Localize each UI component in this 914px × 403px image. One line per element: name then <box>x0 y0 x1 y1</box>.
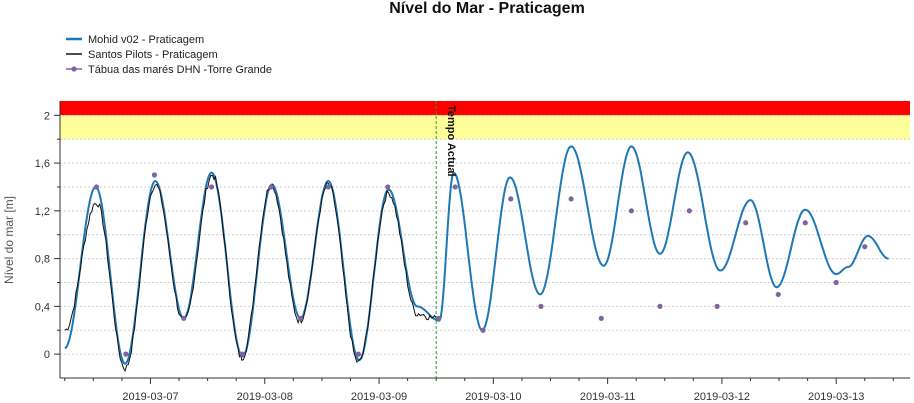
series-point-dhn <box>297 315 304 321</box>
chart-title: Nível do Mar - Praticagem <box>389 0 585 17</box>
x-tick-label: 2019-03-10 <box>465 391 521 403</box>
x-tick-label: 2019-03-11 <box>580 391 635 403</box>
y-ticks: 0 0,4 0,8 1,2 1,6 2 <box>35 110 60 361</box>
y-tick-label: 0,8 <box>35 254 50 266</box>
y-axis-label: Nível do mar [m] <box>2 196 16 284</box>
series-point-dhn <box>598 315 604 321</box>
alert-band-0 <box>60 101 910 116</box>
series-point-dhn <box>325 184 331 190</box>
legend: Mohid v02 - Praticagem Santos Pilots - Pr… <box>66 34 272 76</box>
alert-band-1 <box>60 115 910 140</box>
y-tick-label: 1,6 <box>35 158 50 170</box>
y-tick-label: 0 <box>44 349 50 361</box>
series-point-dhn <box>775 291 781 298</box>
series-point-dhn <box>714 303 720 309</box>
legend-marker <box>71 66 77 72</box>
series-point-dhn <box>657 303 663 309</box>
series-point-dhn <box>123 351 129 357</box>
series-point-dhn <box>435 315 442 321</box>
x-tick-label: 2019-03-07 <box>122 391 178 403</box>
x-tick-label: 2019-03-09 <box>351 391 407 403</box>
y-tick-label: 0,4 <box>35 301 50 313</box>
series-point-dhn <box>480 327 486 333</box>
series-point-dhn <box>628 208 635 214</box>
series-point-dhn <box>686 208 692 214</box>
series-point-dhn <box>268 184 274 190</box>
series-point-dhn <box>862 244 868 250</box>
x-tick-label: 2019-03-12 <box>694 391 750 403</box>
legend-label: Mohid v02 - Praticagem <box>88 34 204 46</box>
series-line-mohid <box>64 145 889 365</box>
y-tick-label: 2 <box>44 110 50 122</box>
x-tick-label: 2019-03-13 <box>808 391 864 403</box>
y-tick-label: 1,2 <box>35 206 50 218</box>
series-point-dhn <box>151 172 158 178</box>
series-point-dhn <box>181 315 187 321</box>
series-point-dhn <box>833 279 839 286</box>
gridlines <box>60 114 910 355</box>
current-time-label: Tempo Actual <box>445 105 457 177</box>
series-point-dhn <box>208 184 215 190</box>
legend-label: Tábua das marés DHN -Torre Grande <box>88 64 272 76</box>
series-point-dhn <box>743 220 749 226</box>
x-tick-label: 2019-03-08 <box>237 391 293 403</box>
series-point-dhn <box>568 196 574 202</box>
legend-label: Santos Pilots - Praticagem <box>88 49 218 61</box>
series-point-dhn <box>452 184 458 190</box>
series-point-dhn <box>802 220 808 226</box>
series-point-dhn <box>239 351 246 357</box>
series-point-dhn <box>355 351 362 357</box>
alert-bands <box>60 101 910 140</box>
series-point-dhn <box>508 196 514 202</box>
series-point-dhn <box>538 303 544 309</box>
current-time-marker: Tempo Actual <box>435 101 457 378</box>
x-ticks: 2019-03-07 2019-03-08 2019-03-09 2019-03-10… <box>64 378 894 403</box>
series-point-dhn <box>385 184 391 190</box>
series-point-dhn <box>93 184 100 190</box>
axes: Nível do mar [m] <box>2 101 910 379</box>
series <box>64 145 889 373</box>
series-line-santos <box>64 174 437 373</box>
